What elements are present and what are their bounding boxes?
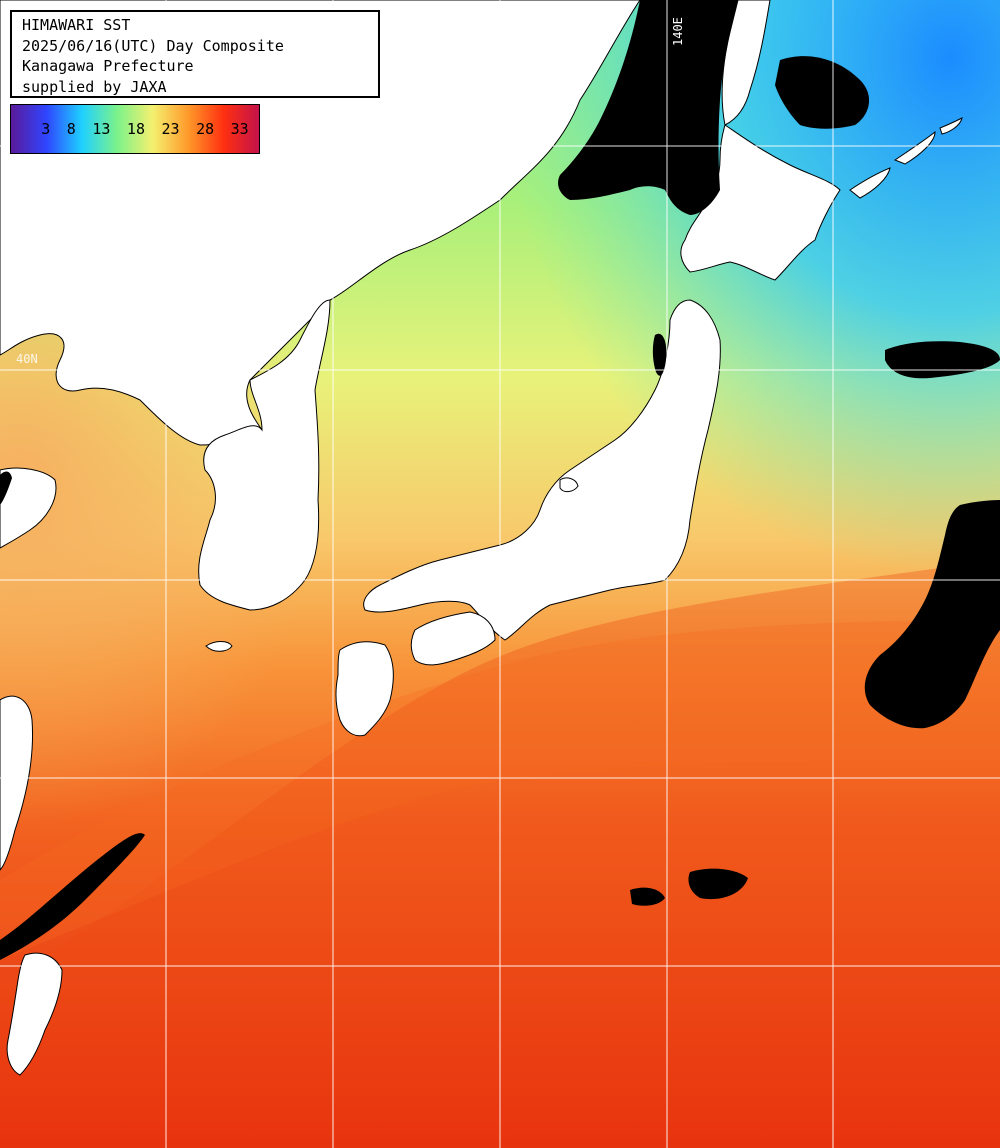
cloud-area-sw-coast <box>0 471 12 505</box>
colorbar-tick-label: 8 <box>66 120 76 138</box>
cloud-area-north-honshu <box>652 333 667 376</box>
cloud-area-east-2 <box>864 500 1000 729</box>
title-date: 2025/06/16(UTC) Day Composite <box>22 36 284 55</box>
cloud-area-east-1 <box>885 341 1000 379</box>
land-kyushu <box>335 641 394 737</box>
cloud-area-ryukyu-1 <box>0 833 145 960</box>
title-product: HIMAWARI SST <box>22 16 131 34</box>
colorbar-tick-label: 18 <box>126 120 145 138</box>
colorbar-tick-label: 3 <box>41 120 51 138</box>
land-kuril-island-2 <box>893 130 936 165</box>
colorbar-tick-label: 23 <box>161 120 180 138</box>
title-credit: supplied by JAXA <box>22 77 167 96</box>
land-sado-island <box>559 477 579 493</box>
colorbar-tick-label: 33 <box>230 120 249 138</box>
cloud-area-southeast <box>630 887 665 906</box>
land-china-south-coast <box>0 695 34 871</box>
colorbar-tick-label: 28 <box>196 120 215 138</box>
temperature-colorbar: 3 8 13 18 23 28 33 <box>10 104 260 154</box>
land-kuril-island-1 <box>849 167 891 199</box>
land-sakhalin <box>721 0 771 126</box>
land-korean-peninsula <box>198 299 331 611</box>
land-honshu <box>363 299 721 641</box>
cloud-area-okhotsk <box>558 0 738 215</box>
latitude-label-40n: 40N <box>16 352 38 366</box>
map-title-box: HIMAWARI SST 2025/06/16(UTC) Day Composi… <box>10 10 380 98</box>
central-warm-band <box>0 620 1000 960</box>
land-china-coast <box>0 467 57 549</box>
land-jeju-island <box>205 641 233 652</box>
cloud-area-south <box>688 868 748 900</box>
title-region: Kanagawa Prefecture <box>22 57 194 75</box>
colorbar-tick-label: 13 <box>92 120 111 138</box>
land-shikoku <box>410 611 496 666</box>
land-kuril-island-3 <box>939 117 963 135</box>
land-taiwan <box>6 952 63 1076</box>
cloud-area-north-pacific <box>775 56 870 129</box>
longitude-label-140e: 140E <box>671 17 685 46</box>
